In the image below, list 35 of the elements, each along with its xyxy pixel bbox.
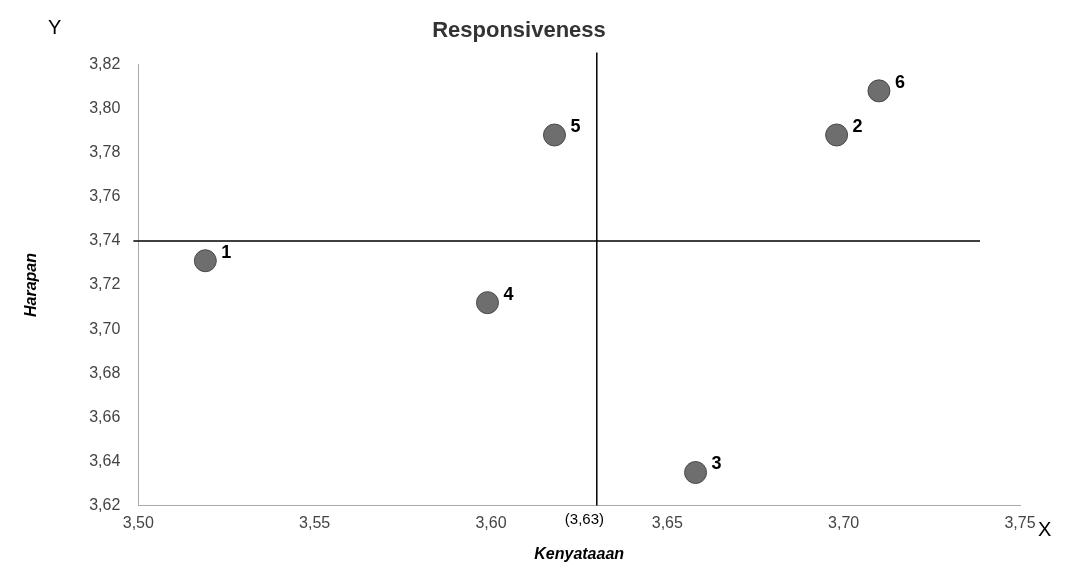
annotation: 6 (894, 71, 905, 92)
point (684, 461, 708, 485)
ref-line-label: (3,63) (564, 510, 604, 528)
x-tick-label: 3,65 (651, 513, 684, 531)
text: Y (48, 16, 62, 39)
x-tick-label: 3,60 (475, 513, 507, 531)
y-tick-label: 3,82 (89, 54, 121, 72)
chart-title: Responsiveness (432, 17, 606, 43)
x-tick-label: 3,75 (1004, 513, 1036, 531)
annotation: 2 (852, 115, 863, 136)
y-tick-label: 3,72 (89, 275, 121, 293)
y-tick-label: 3,62 (89, 496, 121, 514)
y-tick-label: 3,64 (89, 451, 121, 469)
y-tick-label: 3,76 (89, 187, 121, 205)
point (542, 123, 566, 147)
annotation: 4 (503, 283, 514, 304)
point (193, 249, 217, 273)
y-tick-label: 3,80 (89, 98, 121, 116)
y-tick-label: 3,74 (89, 231, 121, 249)
y-tick-label: 3,78 (89, 143, 121, 161)
annotation: 3 (711, 453, 722, 474)
x-tick-label: 3,70 (828, 513, 860, 531)
y-tick-label: 3,66 (89, 407, 121, 425)
annotation: 5 (570, 115, 581, 136)
text: X (1038, 518, 1052, 541)
y-tick-label: 3,70 (89, 319, 121, 337)
y-axis-title: Harapan (22, 252, 40, 318)
point (825, 123, 849, 147)
x-tick-label: 3,55 (299, 513, 331, 531)
x-tick-label: 3,50 (122, 513, 155, 531)
annotation: 1 (221, 241, 232, 262)
point (867, 79, 891, 103)
x-axis-title: Kenyataaan (534, 544, 625, 562)
y-tick-label: 3,68 (89, 363, 121, 381)
point (475, 291, 499, 315)
